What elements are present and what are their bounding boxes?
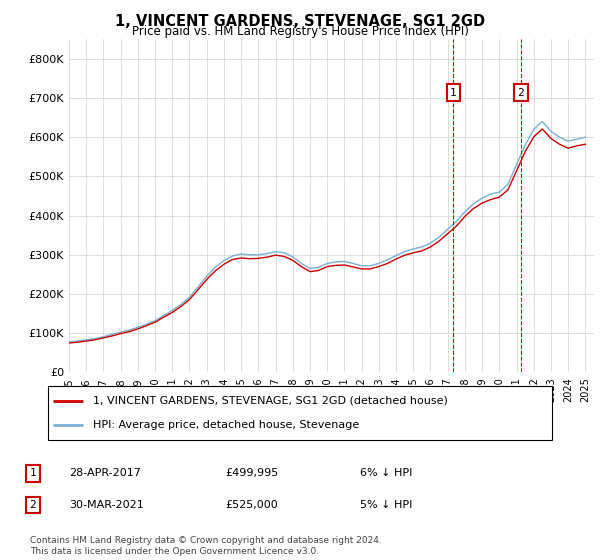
Text: 5% ↓ HPI: 5% ↓ HPI — [360, 500, 412, 510]
Text: 1: 1 — [450, 87, 457, 97]
Text: 1, VINCENT GARDENS, STEVENAGE, SG1 2GD: 1, VINCENT GARDENS, STEVENAGE, SG1 2GD — [115, 14, 485, 29]
Text: 30-MAR-2021: 30-MAR-2021 — [69, 500, 144, 510]
Text: Price paid vs. HM Land Registry's House Price Index (HPI): Price paid vs. HM Land Registry's House … — [131, 25, 469, 38]
Text: 2: 2 — [29, 500, 37, 510]
Text: 1, VINCENT GARDENS, STEVENAGE, SG1 2GD (detached house): 1, VINCENT GARDENS, STEVENAGE, SG1 2GD (… — [94, 396, 448, 406]
Text: 1: 1 — [29, 468, 37, 478]
Text: £499,995: £499,995 — [225, 468, 278, 478]
Text: £525,000: £525,000 — [225, 500, 278, 510]
Text: Contains HM Land Registry data © Crown copyright and database right 2024.
This d: Contains HM Land Registry data © Crown c… — [30, 536, 382, 556]
Text: 28-APR-2017: 28-APR-2017 — [69, 468, 141, 478]
Text: 6% ↓ HPI: 6% ↓ HPI — [360, 468, 412, 478]
Text: 2: 2 — [517, 87, 524, 97]
Text: HPI: Average price, detached house, Stevenage: HPI: Average price, detached house, Stev… — [94, 420, 359, 430]
